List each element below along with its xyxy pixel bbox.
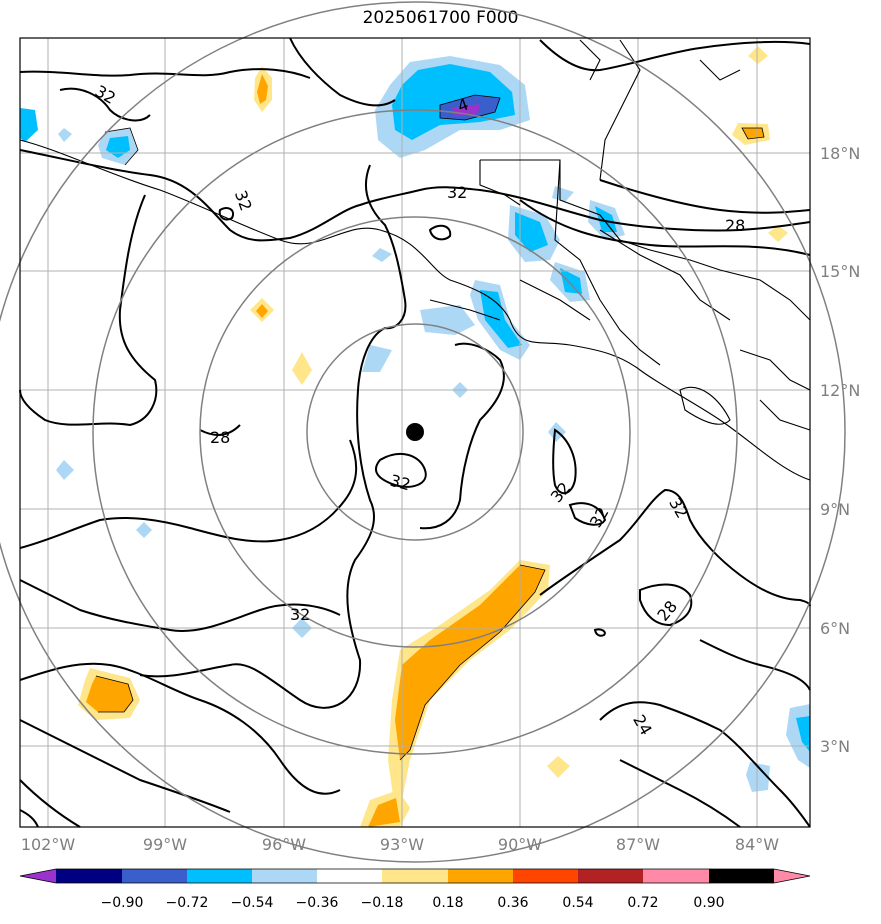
colorbar-segment <box>187 869 252 883</box>
latitude-tick-labels: 18°N 15°N 12°N 9°N 6°N 3°N <box>820 144 860 756</box>
colorbar-label: −0.54 <box>231 895 274 911</box>
lon-tick-label: 96°W <box>262 835 306 854</box>
range-rings <box>0 1 846 863</box>
map-plot-area: 32 32 32 32 32 32 32 32 28 28 28 24 4 <box>0 1 846 863</box>
lon-tick-label: 90°W <box>498 835 542 854</box>
lat-tick-label: 12°N <box>820 381 860 400</box>
colorbar: −0.90 −0.72 −0.54 −0.36 −0.18 0.18 0.36 … <box>19 868 811 911</box>
lat-tick-label: 9°N <box>820 500 850 519</box>
colorbar-label: 0.18 <box>432 895 463 911</box>
contour-label: 32 <box>388 471 413 495</box>
colorbar-segment <box>122 869 187 883</box>
colorbar-segment <box>317 869 382 883</box>
lon-tick-label: 102°W <box>21 835 76 854</box>
colorbar-label: 0.36 <box>497 895 528 911</box>
longitude-tick-labels: 102°W 99°W 96°W 93°W 90°W 87°W 84°W <box>21 835 779 854</box>
lat-tick-label: 15°N <box>820 262 860 281</box>
colorbar-arrow-right <box>774 869 810 883</box>
lon-tick-label: 99°W <box>143 835 187 854</box>
contour-label: 28 <box>725 216 745 235</box>
storm-center-marker <box>406 423 424 441</box>
colorbar-label: 0.54 <box>562 895 593 911</box>
colorbar-label: −0.36 <box>296 895 339 911</box>
colorbar-segment <box>448 869 513 883</box>
colorbar-segment <box>709 869 774 883</box>
lon-tick-label: 93°W <box>380 835 424 854</box>
contour-label: 28 <box>210 428 230 447</box>
colorbar-label: 0.90 <box>693 895 724 911</box>
colorbar-segment <box>513 869 578 883</box>
colorbar-segment <box>578 869 643 883</box>
lon-tick-label: 87°W <box>616 835 660 854</box>
negative-anomaly-shading <box>20 56 810 792</box>
contour-label: 32 <box>290 605 310 624</box>
positive-anomaly-shading <box>78 46 788 827</box>
colorbar-segment <box>56 869 122 883</box>
lat-tick-label: 3°N <box>820 737 850 756</box>
temperature-contours <box>19 37 811 828</box>
anomaly-outline-contours <box>95 94 765 761</box>
lon-tick-label: 84°W <box>735 835 779 854</box>
colorbar-segment <box>382 869 448 883</box>
colorbar-label: −0.90 <box>101 895 144 911</box>
lat-tick-label: 18°N <box>820 144 860 163</box>
lat-tick-label: 6°N <box>820 619 850 638</box>
colorbar-label: 0.72 <box>627 895 658 911</box>
map-title: 2025061700 F000 <box>362 8 519 28</box>
colorbar-label: −0.72 <box>166 895 209 911</box>
colorbar-label: −0.18 <box>361 895 404 911</box>
colorbar-arrow-left <box>20 869 56 883</box>
colorbar-segment <box>252 869 317 883</box>
contour-label: 32 <box>447 183 467 202</box>
colorbar-segment <box>643 869 709 883</box>
graticule <box>20 38 810 827</box>
